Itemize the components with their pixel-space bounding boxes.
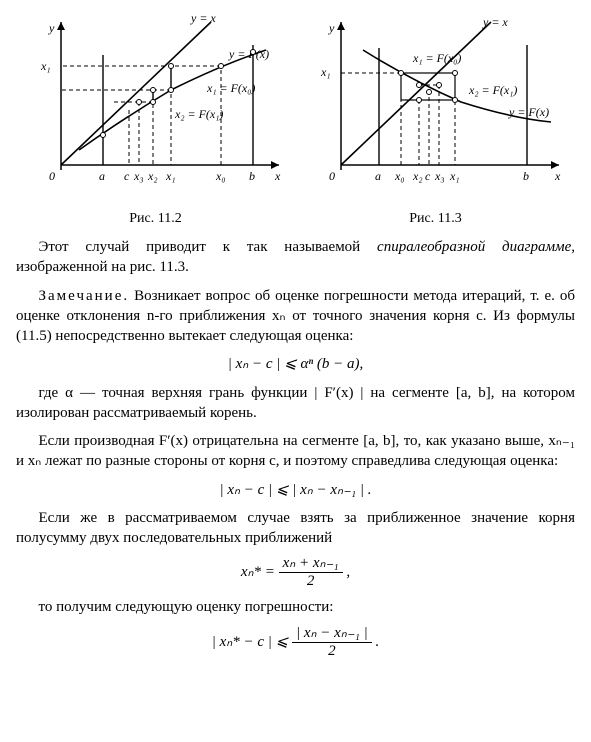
- eq4-tail: .: [372, 634, 380, 650]
- eq4-num: | xₙ − xₙ₋₁ |: [292, 626, 372, 643]
- para1-b: спиралеобразной диаграмме: [377, 239, 571, 255]
- svg-text:x₂ = F(x₁): x₂ = F(x₁): [468, 83, 517, 97]
- svg-text:x₀: x₀: [215, 169, 226, 183]
- eq3-frac: xₙ + xₙ₋₁2: [279, 556, 343, 589]
- para-1: Этот случай приводит к так называемой сп…: [16, 237, 575, 278]
- svg-text:y = F(x): y = F(x): [228, 47, 269, 61]
- svg-text:y = F(x): y = F(x): [508, 105, 549, 119]
- svg-text:a: a: [99, 169, 105, 183]
- equation-2: | xₙ − c | ⩽ | xₙ − xₙ₋₁ | .: [16, 480, 575, 500]
- eq3-tail: ,: [343, 564, 351, 580]
- svg-text:x₁: x₁: [320, 65, 331, 79]
- svg-text:x₃: x₃: [434, 169, 445, 183]
- svg-text:y: y: [48, 21, 55, 35]
- svg-text:x₂: x₂: [147, 169, 158, 183]
- para-4: Если производная F′(x) отрицательна на с…: [16, 431, 575, 472]
- figure-right: y x 0 y = x y = F(x): [301, 10, 571, 229]
- para-6: то получим следующую оценку погрешности:: [16, 597, 575, 617]
- svg-text:x₃: x₃: [133, 169, 144, 183]
- svg-text:x: x: [274, 169, 281, 183]
- eq4-lhs: | xₙ* − c | ⩽: [212, 634, 292, 650]
- svg-text:x₀: x₀: [394, 169, 405, 183]
- svg-text:0: 0: [49, 169, 55, 183]
- svg-text:b: b: [523, 169, 529, 183]
- svg-text:b: b: [249, 169, 255, 183]
- figure-right-svg: y x 0 y = x y = F(x): [301, 10, 571, 200]
- svg-text:a: a: [375, 169, 381, 183]
- svg-text:x: x: [554, 169, 561, 183]
- para-2: Замечание. Возникает вопрос об оценке по…: [16, 286, 575, 347]
- equation-4: | xₙ* − c | ⩽ | xₙ − xₙ₋₁ |2 .: [16, 626, 575, 659]
- eq4-frac: | xₙ − xₙ₋₁ |2: [292, 626, 372, 659]
- svg-text:x₁: x₁: [40, 59, 51, 73]
- eq3-den: 2: [279, 573, 343, 589]
- svg-text:y = x: y = x: [190, 11, 216, 25]
- svg-text:x₂: x₂: [412, 169, 423, 183]
- svg-text:x₂ = F(x₁): x₂ = F(x₁): [174, 107, 223, 121]
- svg-text:c: c: [425, 169, 431, 183]
- svg-text:x₁: x₁: [449, 169, 460, 183]
- svg-text:x₁: x₁: [165, 169, 176, 183]
- figure-left-svg: y x 0 y = x y = F(x): [21, 10, 291, 200]
- svg-text:x₁ = F(x₀): x₁ = F(x₀): [412, 51, 461, 65]
- eq3-lhs: xₙ* =: [241, 564, 279, 580]
- svg-text:y = x: y = x: [482, 15, 508, 29]
- figure-row: y x 0 y = x y = F(x): [16, 10, 575, 229]
- svg-text:c: c: [124, 169, 130, 183]
- figure-right-caption: Рис. 11.3: [301, 210, 571, 229]
- svg-text:y: y: [328, 21, 335, 35]
- para-5: Если же в рассматриваемом случае взять з…: [16, 508, 575, 549]
- svg-text:x₁ = F(x₀): x₁ = F(x₀): [206, 81, 255, 95]
- para2-lead: Замечание.: [39, 288, 130, 304]
- equation-1: | xₙ − c | ⩽ αⁿ (b − a),: [16, 354, 575, 374]
- eq4-den: 2: [292, 643, 372, 659]
- eq3-num: xₙ + xₙ₋₁: [279, 556, 343, 573]
- svg-text:0: 0: [329, 169, 335, 183]
- figure-left-caption: Рис. 11.2: [21, 210, 291, 229]
- equation-3: xₙ* = xₙ + xₙ₋₁2 ,: [16, 556, 575, 589]
- figure-left: y x 0 y = x y = F(x): [21, 10, 291, 229]
- para-3: где α — точная верхняя грань функции | F…: [16, 383, 575, 424]
- para1-a: Этот случай приводит к так называемой: [39, 239, 378, 255]
